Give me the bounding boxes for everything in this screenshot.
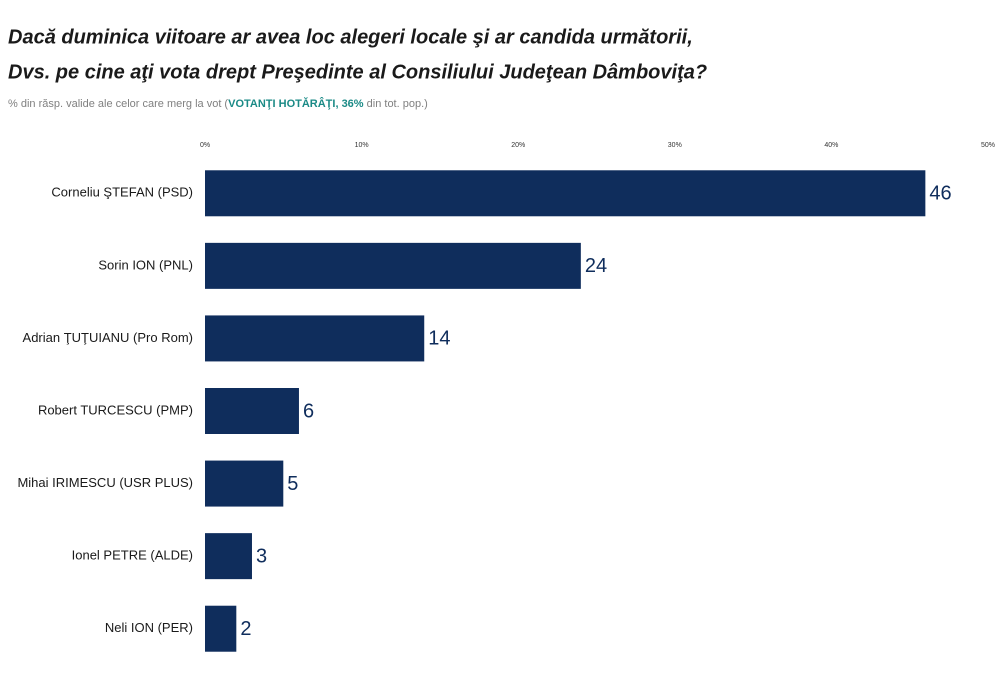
bar (205, 388, 299, 434)
x-tick-label: 20% (511, 142, 525, 149)
bar (205, 605, 237, 652)
x-tick-label: 50% (981, 142, 995, 149)
x-tick-label: 30% (668, 142, 682, 149)
x-tick-label: 10% (355, 142, 369, 149)
value-label: 2 (240, 618, 251, 640)
chart-subtitle: % din răsp. valide ale celor care merg l… (8, 97, 428, 110)
bar (205, 170, 926, 217)
subtitle-highlight: VOTANŢI HOTĂRÂŢI, 36% (228, 97, 364, 110)
value-label: 46 (929, 183, 951, 205)
category-label: Adrian ŢUŢUIANU (Pro Rom) (23, 330, 193, 345)
value-label: 24 (585, 255, 607, 277)
x-tick-label: 0% (200, 142, 210, 149)
value-label: 3 (256, 545, 267, 567)
subtitle-part: din tot. pop.) (364, 98, 428, 110)
chart-title: Dacă duminica viitoare ar avea loc alege… (8, 26, 693, 48)
category-label: Ionel PETRE (ALDE) (72, 548, 193, 563)
category-label: Corneliu ŞTEFAN (PSD) (51, 185, 193, 200)
category-label: Mihai IRIMESCU (USR PLUS) (17, 475, 193, 490)
bar (205, 460, 284, 507)
category-label: Sorin ION (PNL) (98, 257, 193, 272)
bar (205, 242, 581, 289)
chart-title: Dvs. pe cine aţi vota drept Preşedinte a… (8, 61, 707, 83)
bar (205, 533, 252, 580)
category-label: Robert TURCESCU (PMP) (38, 402, 193, 417)
category-label: Neli ION (PER) (105, 620, 193, 635)
value-label: 6 (303, 400, 314, 422)
subtitle-part: % din răsp. valide ale celor care merg l… (8, 98, 228, 110)
value-label: 5 (287, 473, 298, 495)
bar (205, 315, 425, 362)
value-label: 14 (428, 328, 450, 350)
x-tick-label: 40% (824, 142, 838, 149)
